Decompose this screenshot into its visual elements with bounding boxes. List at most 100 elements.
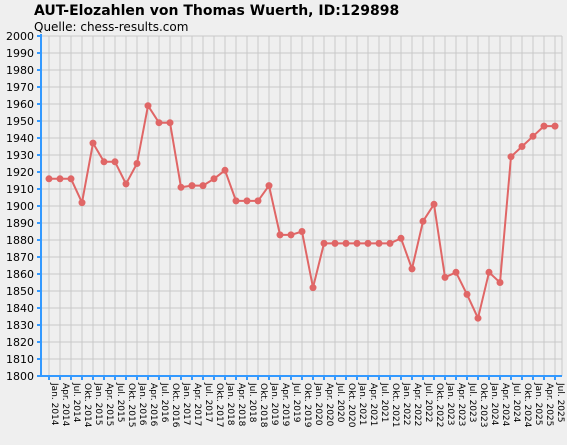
x-tick-label: Jul. 2017 (203, 382, 213, 423)
y-tick-label: 1950 (6, 115, 34, 128)
data-point (364, 239, 372, 247)
y-tick-label: 1990 (6, 47, 34, 60)
data-point (485, 268, 493, 276)
data-point (331, 239, 339, 247)
x-tick-label: Jul. 2020 (335, 382, 345, 423)
x-tick-label: Jan. 2020 (313, 382, 323, 426)
data-point (408, 265, 416, 273)
data-point (144, 102, 152, 110)
x-tick-label: Jul. 2023 (467, 382, 477, 423)
y-tick-label: 1930 (6, 149, 34, 162)
x-tick-label: Jan. 2022 (401, 382, 411, 426)
data-point (210, 175, 218, 183)
data-point (529, 132, 537, 140)
data-point (56, 175, 64, 183)
y-tick-label: 1890 (6, 217, 34, 230)
data-point (45, 175, 53, 183)
x-tick-label: Jan. 2023 (445, 382, 455, 426)
y-tick-label: 1970 (6, 81, 34, 94)
data-point (221, 166, 229, 174)
x-tick-label: Apr. 2021 (368, 383, 378, 426)
y-tick-label: 1880 (6, 234, 34, 247)
data-point (507, 153, 515, 161)
x-tick-label: Apr. 2018 (236, 383, 246, 427)
x-tick-label: Jul. 2022 (423, 382, 433, 423)
x-tick-label: Jan. 2014 (49, 382, 59, 426)
x-tick-label: Okt. 2016 (170, 383, 180, 428)
data-point (89, 139, 97, 147)
y-tick-label: 1820 (6, 336, 34, 349)
x-tick-label: Apr. 2022 (412, 383, 422, 426)
x-tick-label: Apr. 2025 (544, 383, 554, 426)
x-tick-label: Jan. 2025 (533, 382, 543, 426)
y-tick-label: 1840 (6, 302, 34, 315)
data-point (441, 273, 449, 281)
y-tick-label: 1850 (6, 285, 34, 298)
x-tick-label: Jul. 2016 (159, 382, 169, 423)
data-point (375, 239, 383, 247)
data-point (342, 239, 350, 247)
data-point (287, 231, 295, 239)
x-tick-label: Okt. 2023 (478, 383, 488, 427)
y-tick-label: 2000 (6, 30, 34, 43)
series (45, 102, 559, 322)
x-tick-label: Apr. 2019 (280, 383, 290, 427)
x-tick-label: Jul. 2025 (555, 382, 565, 423)
data-point (78, 199, 86, 207)
y-tick-label: 1810 (6, 353, 34, 366)
data-point (320, 239, 328, 247)
y-tick-label: 1920 (6, 166, 34, 179)
data-point (133, 160, 141, 167)
data-point (67, 175, 75, 183)
x-tick-label: Jan. 2017 (181, 382, 191, 426)
x-tick-label: Apr. 2020 (324, 383, 334, 427)
chart-subtitle: Quelle: chess-results.com (34, 20, 189, 34)
y-tick-label: 1910 (6, 183, 34, 196)
y-tick-label: 1980 (6, 64, 34, 77)
data-point (122, 180, 130, 188)
x-tick-label: Okt. 2021 (390, 383, 400, 427)
data-point (474, 314, 482, 322)
x-tick-label: Jul. 2018 (247, 382, 257, 423)
data-point (386, 239, 394, 247)
data-point (177, 183, 185, 191)
chart-title: AUT-Elozahlen von Thomas Wuerth, ID:1298… (34, 3, 400, 19)
data-point (254, 197, 262, 205)
x-tick-label: Apr. 2014 (60, 383, 70, 427)
x-tick-label: Apr. 2016 (148, 383, 158, 427)
data-point (463, 290, 471, 298)
y-tick-label: 1800 (6, 370, 34, 383)
data-point (265, 182, 273, 190)
data-point (100, 158, 108, 166)
data-point (540, 122, 548, 130)
x-tick-label: Okt. 2014 (82, 383, 92, 428)
x-tick-label: Jan. 2019 (269, 382, 279, 426)
x-tick-label: Jan. 2021 (357, 382, 367, 426)
x-tick-label: Jul. 2015 (115, 382, 125, 423)
data-point (419, 217, 427, 225)
data-point (243, 197, 251, 205)
x-tick-label: Jul. 2014 (71, 382, 81, 423)
data-point (496, 279, 504, 286)
data-point (298, 228, 306, 235)
grid (41, 35, 563, 377)
data-point (276, 231, 284, 239)
x-axis-ticks: Jan. 2014 Apr. 2014 Jul. 2014 Okt. 2014 Jan.… (48, 376, 565, 428)
data-point (232, 197, 240, 205)
x-tick-label: Apr. 2023 (456, 383, 466, 426)
y-tick-label: 1960 (6, 98, 34, 111)
data-point (452, 268, 460, 276)
data-point (518, 143, 526, 150)
x-tick-label: Jan. 2018 (225, 382, 235, 426)
y-axis-ticks: 1800 1810 1820 1830 1840 1850 1860 1870 1880 1890… (6, 30, 41, 383)
y-tick-label: 1940 (6, 132, 34, 145)
x-tick-label: Okt. 2020 (346, 383, 356, 428)
data-point (430, 200, 438, 208)
data-point (199, 182, 207, 190)
y-tick-label: 1860 (6, 268, 34, 281)
y-tick-label: 1830 (6, 319, 34, 332)
x-tick-label: Jul. 2021 (379, 382, 389, 423)
data-point (309, 284, 317, 292)
x-tick-label: Apr. 2017 (192, 383, 202, 426)
x-tick-label: Okt. 2024 (522, 383, 532, 428)
